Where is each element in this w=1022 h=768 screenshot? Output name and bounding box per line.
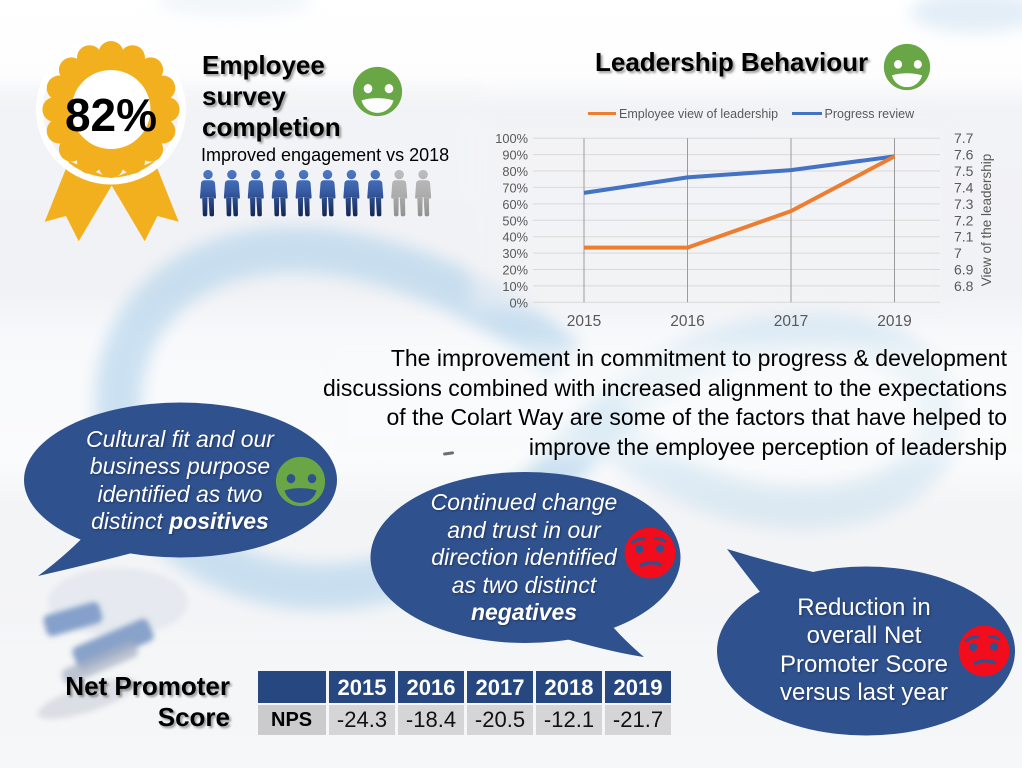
svg-text:70%: 70% <box>502 180 528 195</box>
svg-text:7.3: 7.3 <box>954 196 974 212</box>
svg-text:10%: 10% <box>502 279 528 294</box>
svg-text:6.8: 6.8 <box>954 278 974 294</box>
svg-text:7.5: 7.5 <box>954 163 974 179</box>
svg-text:7.4: 7.4 <box>954 179 974 195</box>
svg-text:7.2: 7.2 <box>954 212 974 228</box>
svg-text:0%: 0% <box>510 295 529 310</box>
svg-text:40%: 40% <box>502 230 528 245</box>
svg-text:30%: 30% <box>502 246 528 261</box>
svg-text:7.7: 7.7 <box>954 130 974 146</box>
svg-text:View of the leadership: View of the leadership <box>979 154 994 287</box>
svg-text:7: 7 <box>954 245 962 261</box>
svg-text:6.9: 6.9 <box>954 262 974 278</box>
svg-text:2015: 2015 <box>567 313 601 330</box>
svg-text:Employee view of leadership: Employee view of leadership <box>619 107 778 121</box>
svg-text:80%: 80% <box>502 164 528 179</box>
svg-text:50%: 50% <box>502 213 528 228</box>
svg-text:60%: 60% <box>502 197 528 212</box>
svg-text:2016: 2016 <box>670 313 704 330</box>
svg-text:7.6: 7.6 <box>954 147 974 163</box>
svg-text:90%: 90% <box>502 148 528 163</box>
svg-text:20%: 20% <box>502 263 528 278</box>
svg-text:7.1: 7.1 <box>954 229 974 245</box>
svg-text:2017: 2017 <box>774 313 808 330</box>
svg-text:2019: 2019 <box>877 313 911 330</box>
svg-text:100%: 100% <box>495 131 528 146</box>
svg-text:Progress review: Progress review <box>825 107 916 121</box>
